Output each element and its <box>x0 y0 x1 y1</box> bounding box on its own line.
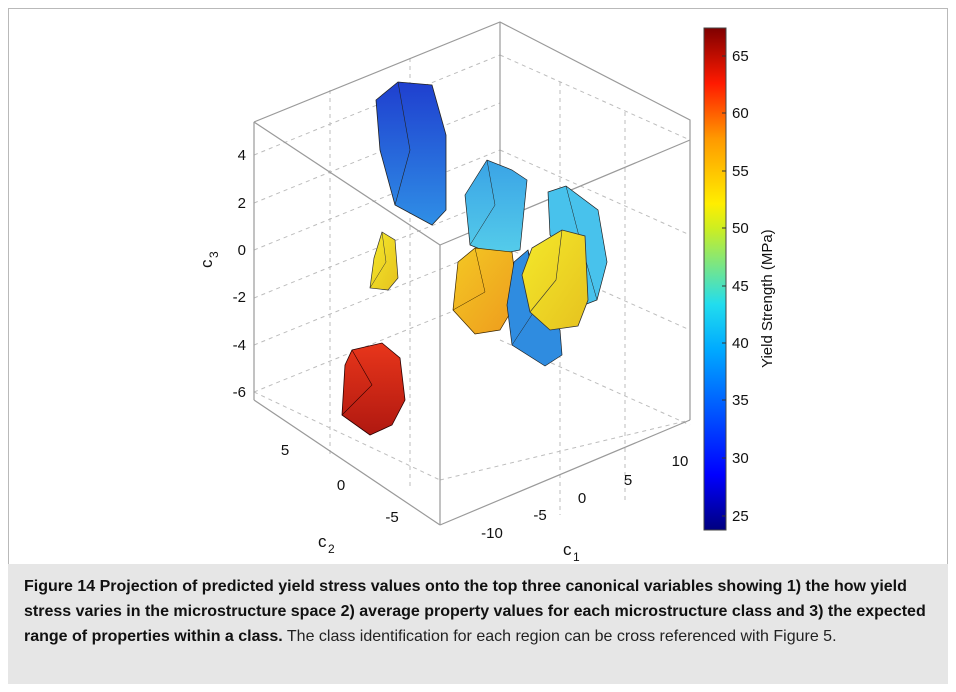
c3-tick: 2 <box>238 195 246 212</box>
c3-tick-labels: 4 2 0 -2 -4 -6 <box>233 147 246 401</box>
c3-label: c <box>197 259 216 268</box>
region-center-cyan <box>464 159 528 256</box>
c1-label: c <box>563 540 572 559</box>
c1-axis-label: c 1 <box>563 540 580 564</box>
colorbar-tick-labels: 65 60 55 50 45 40 35 30 25 <box>732 48 749 525</box>
colorbar-tick: 50 <box>732 220 749 237</box>
c1-tick-labels: -10 -5 0 5 10 <box>481 453 688 542</box>
c1-label-sub: 1 <box>573 550 580 564</box>
caption-normal: The class identification for each region… <box>282 628 837 645</box>
caption-bold: Figure 14 Projection of predicted yield … <box>24 578 926 645</box>
c1-tick: -10 <box>481 525 503 542</box>
region-top-blue <box>375 81 447 226</box>
c1-tick: 0 <box>578 490 586 507</box>
c2-tick: -5 <box>385 509 398 526</box>
c2-tick: 5 <box>281 442 289 459</box>
c2-label: c <box>318 532 327 551</box>
colorbar-tick: 45 <box>732 278 749 295</box>
c1-tick: -5 <box>533 507 546 524</box>
c2-label-sub: 2 <box>328 542 335 556</box>
region-center-orange <box>452 247 519 335</box>
c3-axis-label: c 3 <box>197 251 221 268</box>
colorbar-tick: 60 <box>732 105 749 122</box>
c3-tick: -6 <box>233 384 246 401</box>
colorbar-tick: 30 <box>732 450 749 467</box>
region-right-yellow <box>521 229 589 331</box>
c1-tick: 10 <box>672 453 689 470</box>
region-red <box>341 342 406 436</box>
figure-caption-box: Figure 14 Projection of predicted yield … <box>8 564 948 684</box>
colorbar-tick: 25 <box>732 508 749 525</box>
colorbar-tick-marks <box>722 55 726 517</box>
colorbar-tick: 40 <box>732 335 749 352</box>
colorbar-tick: 35 <box>732 392 749 409</box>
colorbar-tick: 55 <box>732 163 749 180</box>
c3-tick: 0 <box>238 242 246 259</box>
c2-tick: 0 <box>337 477 345 494</box>
c3-tick: -4 <box>233 337 246 354</box>
colorbar-label: Yield Strength (MPa) <box>759 229 776 368</box>
c1-tick: 5 <box>624 472 632 489</box>
c3-tick: 4 <box>238 147 246 164</box>
figure-caption: Figure 14 Projection of predicted yield … <box>24 574 932 649</box>
c2-axis-label: c 2 <box>318 532 335 556</box>
colorbar-tick: 65 <box>732 48 749 65</box>
c3-tick: -2 <box>233 289 246 306</box>
c2-tick-labels: 5 0 -5 <box>281 442 399 526</box>
colorbar <box>703 27 727 531</box>
c3-label-sub: 3 <box>207 251 221 258</box>
region-small-yellow <box>369 231 399 291</box>
